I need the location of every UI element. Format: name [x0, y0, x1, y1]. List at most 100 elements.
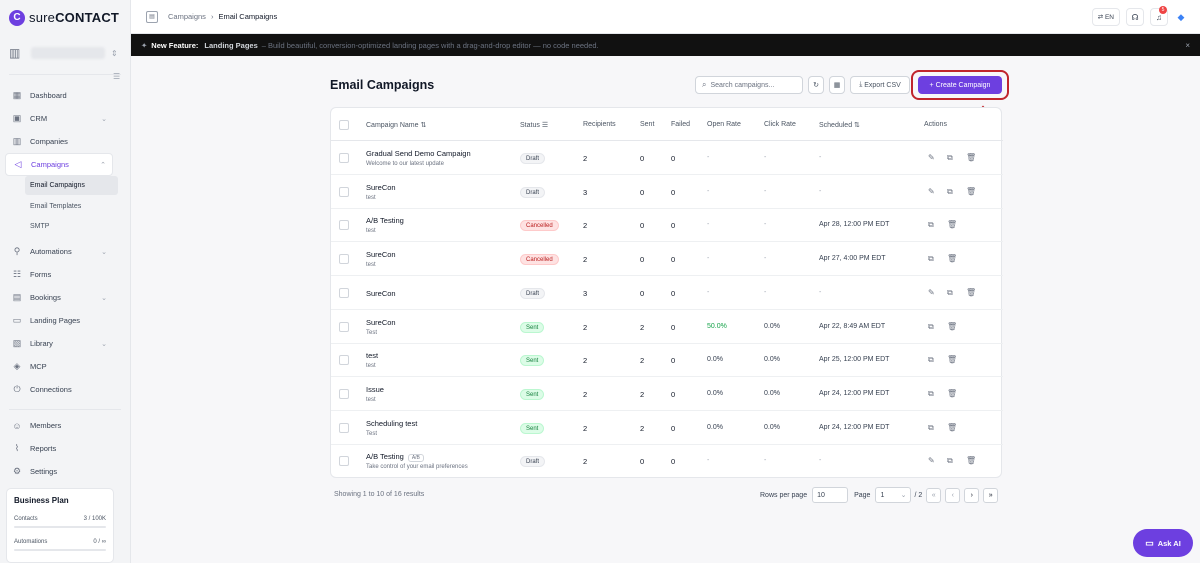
col-scheduled[interactable]: Scheduled ⇅ — [819, 122, 860, 129]
campaign-name[interactable]: SureCon — [366, 317, 396, 327]
trash-icon[interactable]: 🗑 — [966, 456, 977, 466]
duplicate-icon[interactable]: ⧉ — [928, 220, 934, 230]
language-selector[interactable]: ⇄ EN — [1091, 8, 1120, 26]
sidebar-item-campaigns[interactable]: ◁ Campaigns ⌃ — [5, 153, 113, 176]
edit-icon[interactable]: ✎ — [928, 456, 935, 466]
table-row[interactable]: A/B Testing test Cancelled 2 0 0 - - Apr 28, 12:… — [331, 208, 1003, 243]
trash-icon[interactable]: 🗑 — [966, 186, 977, 196]
collapse-sidebar-icon[interactable]: ☰ — [113, 72, 121, 81]
campaign-name[interactable]: SureCon — [366, 250, 396, 260]
campaign-name[interactable]: Issue — [366, 384, 384, 394]
campaign-name[interactable]: Gradual Send Demo Campaign — [366, 149, 471, 158]
sidebar-item-dashboard[interactable]: ▦ Dashboard — [5, 84, 113, 107]
sidebar-item-automations[interactable]: ⚲ Automations ⌄ — [5, 240, 113, 263]
duplicate-icon[interactable]: ⧉ — [947, 287, 953, 297]
whats-new-button[interactable]: ◆ — [1172, 8, 1190, 26]
trash-icon[interactable]: 🗑 — [947, 388, 958, 398]
campaign-name[interactable]: Scheduling test — [366, 418, 418, 428]
table-row[interactable]: Issue test Sent 2 2 0 0.0% 0.0% Apr 24, 12:00 PM… — [331, 377, 1003, 411]
row-checkbox[interactable] — [339, 321, 349, 332]
row-checkbox[interactable] — [339, 456, 349, 467]
sidebar-item-connections[interactable]: ⏻ Connections — [5, 378, 113, 401]
trash-icon[interactable]: 🗑 — [947, 422, 958, 432]
prev-page-button[interactable]: ‹ — [945, 487, 961, 503]
sidebar-item-landing-pages[interactable]: ▭ Landing Pages — [5, 309, 113, 332]
click-rate-value: - — [764, 187, 767, 195]
notifications-button[interactable]: ♫ 5 — [1150, 6, 1168, 26]
row-checkbox[interactable] — [339, 254, 349, 265]
sidebar-subitem-smtp[interactable]: SMTP — [30, 223, 50, 230]
duplicate-icon[interactable]: ⧉ — [928, 422, 934, 432]
sidebar-subitem-email-campaigns[interactable]: Email Campaigns — [25, 176, 118, 195]
export-csv-button[interactable]: ⤓ Export CSV — [850, 76, 910, 94]
edit-icon[interactable]: ✎ — [928, 287, 935, 297]
edit-icon[interactable]: ✎ — [928, 153, 935, 162]
duplicate-icon[interactable]: ⧉ — [928, 254, 934, 264]
create-campaign-button[interactable]: + Create Campaign — [918, 76, 1002, 94]
row-checkbox[interactable] — [339, 355, 349, 366]
table-row[interactable]: Scheduling test Test Sent 2 2 0 0.0% 0.0% Apr 24… — [331, 411, 1003, 445]
table-row[interactable]: A/B Testing A/B Take control of your email… — [331, 444, 1003, 478]
duplicate-icon[interactable]: ⧉ — [947, 153, 953, 162]
table-row[interactable]: SureCon Draft 3 0 0 - - - ✎ ⧉ 🗑 — [331, 276, 1003, 310]
duplicate-icon[interactable]: ⧉ — [928, 388, 934, 398]
row-checkbox[interactable] — [339, 287, 349, 298]
sidebar-item-settings[interactable]: ⚙ Settings — [5, 460, 113, 483]
sidebar-item-members[interactable]: ☺ Members — [5, 414, 113, 437]
row-checkbox[interactable] — [339, 153, 349, 163]
trash-icon[interactable]: 🗑 — [966, 153, 977, 162]
rows-per-page-select[interactable]: 10 — [812, 487, 849, 503]
recipients-value: 2 — [583, 457, 588, 467]
sidebar-item-library[interactable]: ▧ Library ⌄ — [5, 332, 113, 355]
refresh-button[interactable]: ↻ — [808, 76, 824, 94]
ask-ai-button[interactable]: ▭ Ask AI — [1133, 529, 1193, 557]
col-campaign-name[interactable]: Campaign Name ⇅ — [366, 122, 427, 129]
logo[interactable]: C sureCONTACT — [9, 9, 119, 26]
table-row[interactable]: SureCon test Draft 3 0 0 - - - ✎ ⧉ 🗑 — [331, 175, 1003, 209]
breadcrumb-campaigns[interactable]: Campaigns — [168, 12, 206, 21]
row-checkbox[interactable] — [339, 186, 349, 197]
sidebar-item-mcp[interactable]: ◈ MCP — [5, 355, 113, 378]
first-page-button[interactable]: « — [926, 487, 942, 503]
duplicate-icon[interactable]: ⧉ — [928, 321, 934, 331]
duplicate-icon[interactable]: ⧉ — [947, 186, 953, 196]
edit-icon[interactable]: ✎ — [928, 186, 935, 196]
sidebar-toggle-icon[interactable]: ▤ — [146, 11, 158, 23]
close-icon[interactable]: × — [1185, 40, 1190, 50]
sidebar-subitem-email-templates[interactable]: Email Templates — [30, 203, 82, 210]
workspace-switcher[interactable]: ▥ ⇕ — [9, 40, 121, 66]
calendar-filter-button[interactable]: ▦ — [829, 76, 845, 94]
page-select[interactable]: 1 ⌄ — [875, 487, 912, 503]
search-input[interactable]: ⌕ Search campaigns... — [695, 76, 803, 94]
duplicate-icon[interactable]: ⧉ — [947, 456, 953, 466]
table-row[interactable]: test test Sent 2 2 0 0.0% 0.0% Apr 25, 12:00 PM … — [331, 343, 1003, 378]
campaign-name[interactable]: A/B Testing — [366, 216, 404, 226]
banner-title[interactable]: Landing Pages — [204, 40, 258, 50]
table-row[interactable]: Gradual Send Demo Campaign Welcome to our… — [331, 141, 1003, 175]
sidebar-item-reports[interactable]: ⌇ Reports — [5, 437, 113, 460]
trash-icon[interactable]: 🗑 — [947, 254, 958, 264]
duplicate-icon[interactable]: ⧉ — [928, 355, 934, 365]
col-status[interactable]: Status ☰ — [520, 122, 549, 129]
sidebar-item-forms[interactable]: ☷ Forms — [5, 263, 113, 286]
last-page-button[interactable]: » — [983, 487, 999, 503]
sidebar-item-crm[interactable]: ▣ CRM ⌄ — [5, 107, 113, 130]
campaign-name[interactable]: test — [366, 351, 379, 361]
trash-icon[interactable]: 🗑 — [947, 355, 958, 365]
row-checkbox[interactable] — [339, 422, 349, 433]
next-page-button[interactable]: › — [964, 487, 980, 503]
trash-icon[interactable]: 🗑 — [966, 287, 977, 297]
row-checkbox[interactable] — [339, 388, 349, 399]
sidebar-item-companies[interactable]: ▥ Companies — [5, 130, 113, 153]
campaign-name[interactable]: A/B Testing A/B — [366, 452, 424, 463]
trash-icon[interactable]: 🗑 — [947, 321, 958, 331]
campaign-name[interactable]: SureCon — [366, 182, 396, 192]
campaign-name[interactable]: SureCon — [366, 288, 396, 298]
trash-icon[interactable]: 🗑 — [947, 220, 958, 230]
select-all-checkbox[interactable] — [339, 120, 349, 130]
table-row[interactable]: SureCon test Cancelled 2 0 0 - - Apr 27, 4:00 PM… — [331, 242, 1003, 277]
table-row[interactable]: SureCon Test Sent 2 2 0 50.0% 0.0% Apr 22, 8:49 … — [331, 310, 1003, 344]
row-checkbox[interactable] — [339, 220, 349, 231]
support-button[interactable]: ☊ — [1126, 8, 1144, 26]
sidebar-item-bookings[interactable]: ▤ Bookings ⌄ — [5, 286, 113, 309]
